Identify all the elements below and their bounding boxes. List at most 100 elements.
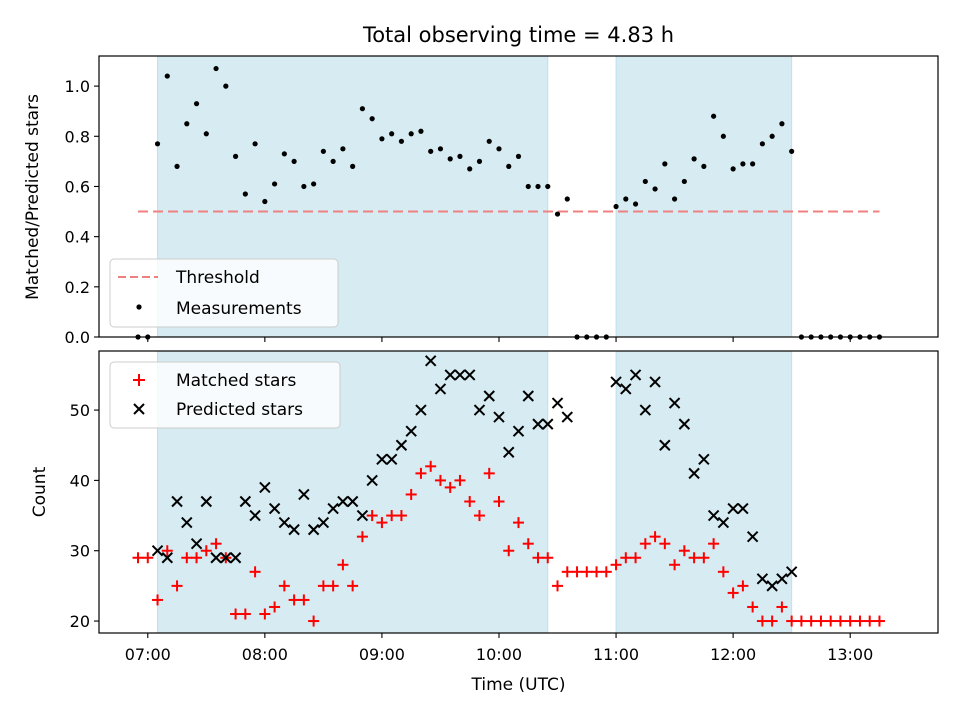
top-x-ticks xyxy=(147,337,851,342)
matched-star-point xyxy=(532,552,544,564)
measurement-point xyxy=(330,158,336,164)
legend-threshold-label: Threshold xyxy=(175,268,260,288)
x-tick-label: 12:00 xyxy=(710,645,756,664)
predicted-star-point xyxy=(161,552,173,564)
predicted-star-point xyxy=(717,516,730,529)
measurement-point xyxy=(291,158,297,164)
matched-star-point xyxy=(649,531,661,543)
measurement-point xyxy=(740,161,746,167)
predicted-star-point xyxy=(415,404,427,416)
matched-star-point xyxy=(552,580,564,592)
matched-star-point xyxy=(766,615,778,627)
bottom-legend: Matched stars Predicted stars xyxy=(109,361,341,429)
predicted-star-point xyxy=(337,495,349,508)
measurement-point xyxy=(564,196,570,202)
x-tick-label: 10:00 xyxy=(476,645,522,664)
matched-star-point xyxy=(259,608,271,620)
matched-star-point xyxy=(737,580,749,592)
measurement-point xyxy=(203,131,209,137)
predicted-star-point xyxy=(561,411,573,423)
matched-star-point xyxy=(659,538,671,550)
predicted-star-point xyxy=(181,516,193,529)
predicted-star-point xyxy=(542,418,554,430)
matched-star-point xyxy=(483,467,495,479)
measurement-point xyxy=(213,65,219,72)
top-panel: 0.0 0.2 0.4 0.6 0.8 1.0 Total observing time … xyxy=(23,23,939,347)
matched-star-point xyxy=(425,460,437,472)
measurement-point xyxy=(320,148,326,154)
matched-star-point xyxy=(747,601,759,613)
matched-star-point xyxy=(152,594,164,606)
legend-measurements-swatch xyxy=(136,304,142,310)
x-tick-label: 11:00 xyxy=(593,645,639,664)
matched-star-point xyxy=(132,552,144,564)
legend-measurements-label: Measurements xyxy=(176,299,302,319)
matched-star-point xyxy=(308,615,320,627)
measurement-point xyxy=(769,133,775,139)
matched-star-point xyxy=(142,552,154,564)
shaded-span xyxy=(615,55,793,338)
matched-star-point xyxy=(708,538,720,550)
measurement-point xyxy=(662,161,668,167)
matched-star-point xyxy=(864,615,876,627)
predicted-star-point xyxy=(200,495,213,508)
measurement-point xyxy=(779,121,785,127)
y-tick-label: 0.6 xyxy=(65,177,90,196)
y-tick-label: 1.0 xyxy=(65,77,90,96)
measurement-point xyxy=(301,183,307,190)
predicted-star-point xyxy=(229,552,242,564)
measurement-point xyxy=(311,181,317,187)
matched-star-point xyxy=(503,545,515,557)
y-tick-label: 0.4 xyxy=(65,228,90,247)
predicted-star-point xyxy=(532,418,544,430)
bottom-y-ticks: 20 30 40 50 xyxy=(70,401,99,631)
predicted-star-point xyxy=(707,509,720,522)
predicted-star-point xyxy=(239,495,252,508)
matched-star-point xyxy=(727,587,739,599)
predicted-star-point xyxy=(512,425,525,437)
predicted-star-point xyxy=(766,580,778,592)
predicted-star-point xyxy=(190,537,203,550)
measurement-point xyxy=(232,153,239,159)
matched-star-point xyxy=(386,510,398,522)
x-tick-label: 07:00 xyxy=(125,645,171,664)
measurement-point xyxy=(281,151,287,157)
matched-star-point xyxy=(210,538,222,550)
bottom-panel: 20 30 40 50 07:00 08:00 09:00 10:00 11:00 12:00 1… xyxy=(30,350,939,695)
matched-star-point xyxy=(688,552,700,564)
matched-star-point xyxy=(298,594,310,606)
measurement-point xyxy=(193,101,200,107)
measurement-point xyxy=(789,148,795,154)
bottom-x-axis-label: Time (UTC) xyxy=(471,675,566,695)
measurement-point xyxy=(506,163,512,169)
bottom-x-ticks: 07:00 08:00 09:00 10:00 11:00 12:00 13:00 xyxy=(125,633,873,664)
bottom-y-axis-label: Count xyxy=(30,466,50,517)
measurement-point xyxy=(496,146,502,152)
measurement-point xyxy=(174,163,180,169)
measurement-point xyxy=(272,181,278,187)
matched-star-point xyxy=(844,615,856,627)
predicted-star-point xyxy=(688,467,700,480)
measurement-point xyxy=(418,128,424,134)
predicted-star-point xyxy=(171,495,183,508)
measurement-point xyxy=(154,141,161,147)
measurement-point xyxy=(642,178,648,185)
predicted-star-point xyxy=(678,418,691,430)
measurement-point xyxy=(476,158,483,164)
matched-star-point xyxy=(825,615,837,627)
top-y-axis-label: Matched/Predicted stars xyxy=(23,94,43,300)
predicted-star-point xyxy=(327,502,339,515)
matched-star-point xyxy=(376,517,388,529)
matched-star-point xyxy=(230,608,242,620)
matched-star-point xyxy=(347,580,359,592)
legend-matched-label: Matched stars xyxy=(176,371,296,391)
measurement-point xyxy=(350,163,356,169)
predicted-star-point xyxy=(776,573,788,585)
predicted-star-point xyxy=(639,404,652,416)
legend-predicted-label: Predicted stars xyxy=(176,400,303,420)
matched-star-point xyxy=(591,566,603,578)
predicted-star-point xyxy=(444,369,456,381)
top-legend-box xyxy=(109,258,339,328)
predicted-star-point xyxy=(298,488,310,501)
matched-star-point xyxy=(161,545,173,557)
